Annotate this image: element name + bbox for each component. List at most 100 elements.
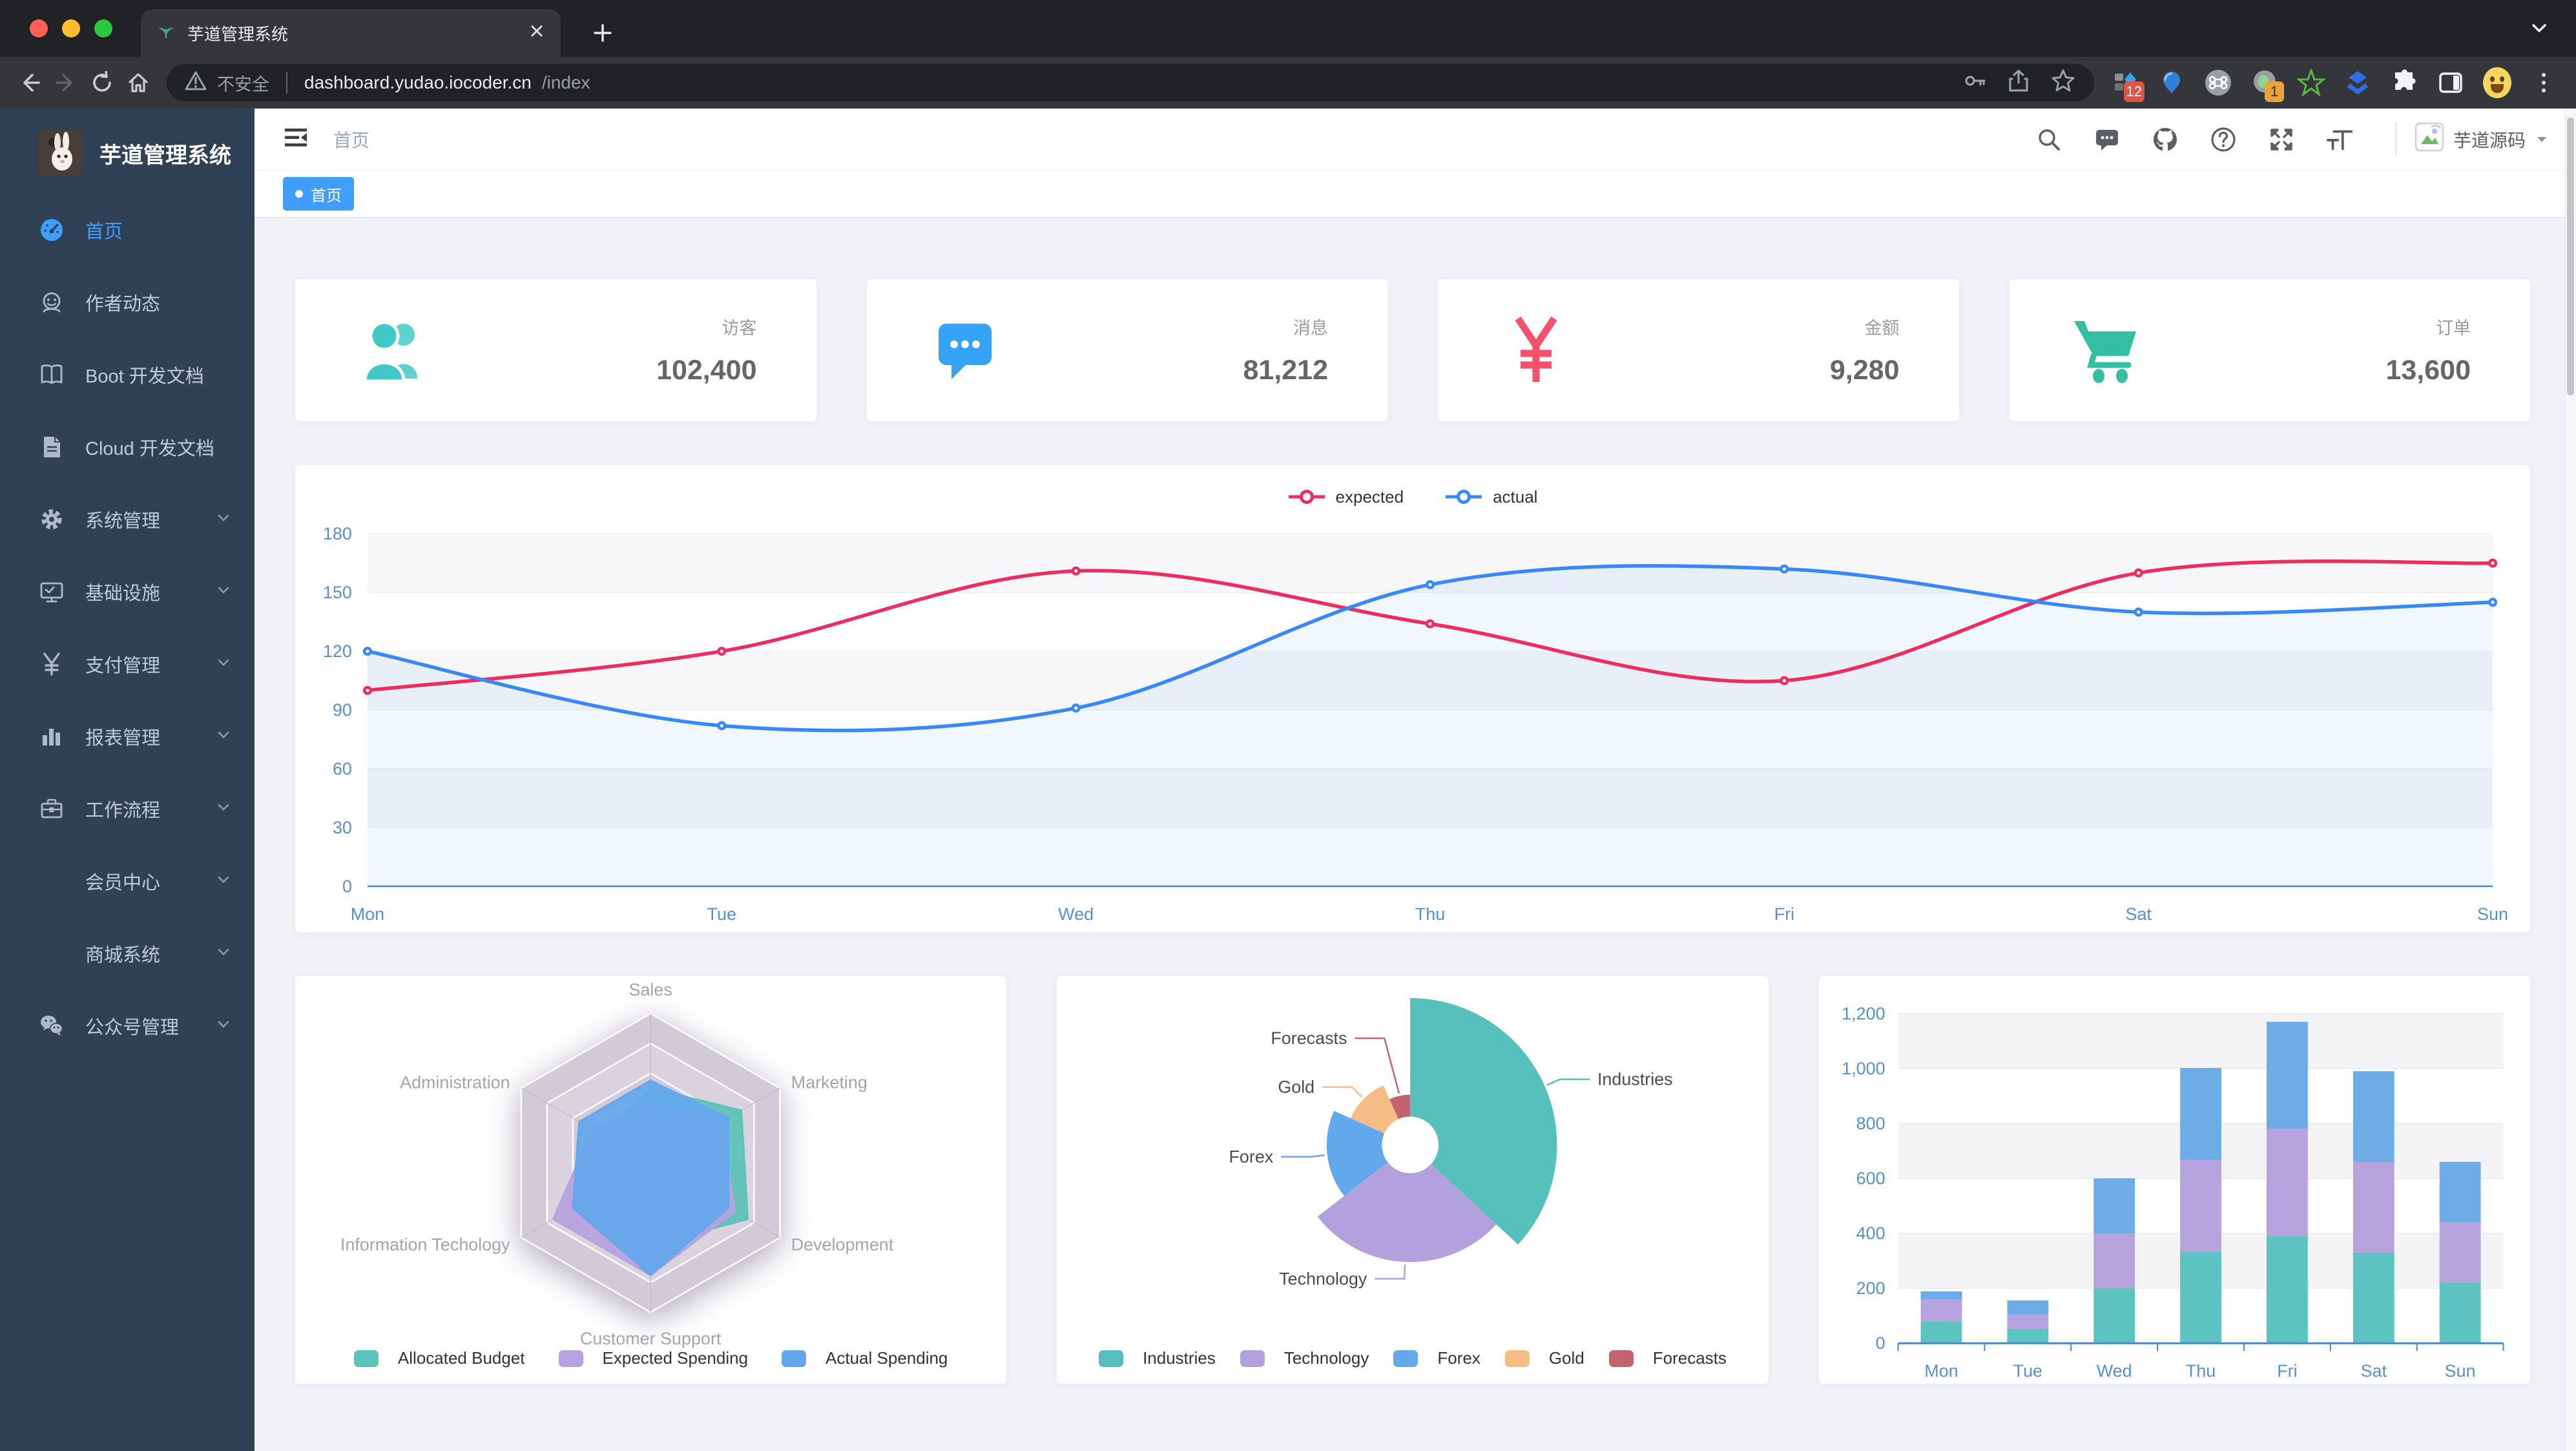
- sidebar-item-mall-system[interactable]: 商城系统: [0, 917, 254, 990]
- sidebar-item-author-news[interactable]: 作者动态: [0, 266, 254, 339]
- stat-card-value: 13,600: [2385, 355, 2471, 386]
- legend-item-allocated-budget[interactable]: Allocated Budget: [353, 1348, 525, 1368]
- pie-chart: Industries Technology Forex Gold Forecasts: [1229, 997, 1673, 1288]
- svg-text:0: 0: [1875, 1333, 1885, 1353]
- font-size-icon[interactable]: [2325, 125, 2354, 154]
- search-icon[interactable]: [2035, 125, 2063, 154]
- line-chart: 0 30 60 90 120 150 180 Mon Tue Wed Thu Fri Sat Sun: [323, 524, 2508, 924]
- github-icon[interactable]: [2151, 125, 2179, 154]
- stat-card-visitors[interactable]: 访客 102,400: [295, 278, 817, 422]
- legend-item-expected-spending[interactable]: Expected Spending: [558, 1348, 748, 1368]
- sidebar-item-cloud-docs[interactable]: Cloud 开发文档: [0, 411, 254, 483]
- svg-text:Sun: Sun: [2444, 1361, 2475, 1381]
- svg-text:Marketing: Marketing: [791, 1072, 867, 1092]
- profile-avatar[interactable]: [2483, 67, 2511, 98]
- bookmark-star-icon[interactable]: [2050, 68, 2076, 98]
- svg-text:30: 30: [333, 818, 352, 837]
- extension-chevrons-icon[interactable]: [2343, 68, 2372, 97]
- tab-close-icon[interactable]: [528, 23, 545, 44]
- tab-favicon-icon: [156, 21, 176, 45]
- zoom-window-button[interactable]: [94, 19, 112, 37]
- home-icon[interactable]: [120, 65, 156, 101]
- svg-text:Fri: Fri: [1774, 904, 1794, 924]
- user-name: 芋道源码: [2453, 130, 2526, 151]
- extension-star-icon[interactable]: [2297, 68, 2325, 97]
- legend-item-actual-spending[interactable]: Actual Spending: [782, 1348, 948, 1368]
- extension-recorder-icon[interactable]: 1: [2250, 68, 2284, 102]
- chevron-down-icon: [216, 581, 231, 603]
- sidebar-logo[interactable]: 芋道管理系统: [0, 109, 254, 194]
- legend-item-industries[interactable]: Industries: [1099, 1348, 1216, 1368]
- svg-text:Wed: Wed: [2096, 1361, 2132, 1381]
- svg-text:120: 120: [323, 642, 352, 661]
- extension-command-icon[interactable]: [2204, 68, 2232, 97]
- reload-icon[interactable]: [84, 65, 120, 101]
- legend-item-technology[interactable]: Technology: [1240, 1348, 1369, 1368]
- svg-text:Mon: Mon: [351, 904, 384, 924]
- sidebar-item-wechat-official[interactable]: 公众号管理: [0, 990, 254, 1062]
- help-icon[interactable]: [2209, 125, 2238, 154]
- sidebar-item-payment[interactable]: 支付管理: [0, 628, 254, 700]
- chevron-down-icon: [216, 871, 231, 892]
- puzzle-icon[interactable]: [2390, 68, 2418, 97]
- user-menu[interactable]: 芋道源码: [2394, 122, 2549, 156]
- close-window-button[interactable]: [30, 19, 48, 37]
- message-icon[interactable]: [2093, 125, 2121, 154]
- svg-text:Thu: Thu: [2186, 1361, 2216, 1381]
- minimize-window-button[interactable]: [62, 19, 80, 37]
- key-icon[interactable]: [1962, 68, 1987, 98]
- legend-item-actual[interactable]: actual: [1445, 487, 1537, 507]
- hamburger-icon[interactable]: [282, 123, 310, 155]
- sidebar-item-label: Boot 开发文档: [85, 366, 204, 387]
- svg-text:Tue: Tue: [2013, 1361, 2042, 1381]
- sidebar-item-member-center[interactable]: 会员中心: [0, 845, 254, 917]
- legend-item-forecasts[interactable]: Forecasts: [1608, 1348, 1727, 1368]
- window-controls: [30, 19, 112, 37]
- tags-bar: 首页: [254, 170, 2576, 218]
- app-title: 芋道管理系统: [99, 143, 231, 168]
- browser-tab[interactable]: 芋道管理系统: [141, 9, 561, 57]
- sidebar-item-reports[interactable]: 报表管理: [0, 700, 254, 773]
- sidebar-item-home[interactable]: 首页: [0, 194, 254, 266]
- monitor-icon: [37, 578, 66, 606]
- stat-card-label: 订单: [2436, 318, 2471, 338]
- new-tab-button[interactable]: [585, 16, 620, 50]
- svg-text:Industries: Industries: [1597, 1070, 1673, 1089]
- legend-item-expected[interactable]: expected: [1288, 487, 1404, 507]
- sidebar-item-boot-docs[interactable]: Boot 开发文档: [0, 339, 254, 411]
- side-panel-icon[interactable]: [2436, 68, 2465, 97]
- extension-balloon-icon[interactable]: [2157, 68, 2186, 97]
- back-icon[interactable]: [12, 65, 48, 101]
- line-chart-legend: expected actual: [295, 479, 2530, 514]
- fullscreen-icon[interactable]: [2267, 125, 2296, 154]
- pie-chart-legend: Industries Technology Forex Gold Forecas…: [1057, 1348, 1768, 1368]
- legend-item-forex[interactable]: Forex: [1393, 1348, 1480, 1368]
- forward-icon[interactable]: [48, 65, 84, 101]
- sidebar-item-system[interactable]: 系统管理: [0, 483, 254, 556]
- share-icon[interactable]: [2006, 68, 2031, 98]
- stat-card-orders[interactable]: 订单 13,600: [2008, 278, 2531, 422]
- tag-home[interactable]: 首页: [283, 177, 354, 211]
- legend-item-gold[interactable]: Gold: [1504, 1348, 1584, 1368]
- tab-search-chevron-icon[interactable]: [2528, 17, 2550, 42]
- yen-icon: [37, 650, 66, 678]
- kebab-menu-icon[interactable]: [2529, 68, 2558, 97]
- chevron-down-icon: [216, 726, 231, 747]
- stat-card-amount[interactable]: 金额 9,280: [1437, 278, 1960, 422]
- message-bubble-icon: [922, 314, 1008, 386]
- url-bar[interactable]: 不安全 dashboard.yudao.iocoder.cn/index: [167, 64, 2094, 101]
- svg-text:600: 600: [1856, 1169, 1885, 1188]
- breadcrumb[interactable]: 首页: [333, 130, 370, 151]
- warning-icon: [185, 70, 207, 96]
- line-chart-panel: expected actual 0 30 60 90 120 150 180 Mon Tue We…: [295, 465, 2531, 933]
- sidebar-item-infrastructure[interactable]: 基础设施: [0, 556, 254, 628]
- wechat-icon: [37, 1012, 66, 1040]
- sidebar-item-workflow[interactable]: 工作流程: [0, 773, 254, 845]
- stat-card-value: 9,280: [1829, 355, 1900, 386]
- dashboard-icon: [37, 216, 66, 244]
- scrollbar-thumb[interactable]: [2567, 118, 2574, 395]
- sidebar-item-label: 基础设施: [85, 583, 161, 604]
- stat-card-messages[interactable]: 消息 81,212: [866, 278, 1388, 422]
- extension-tabs-icon[interactable]: 12: [2111, 68, 2145, 102]
- extension-badge: 1: [2265, 81, 2284, 102]
